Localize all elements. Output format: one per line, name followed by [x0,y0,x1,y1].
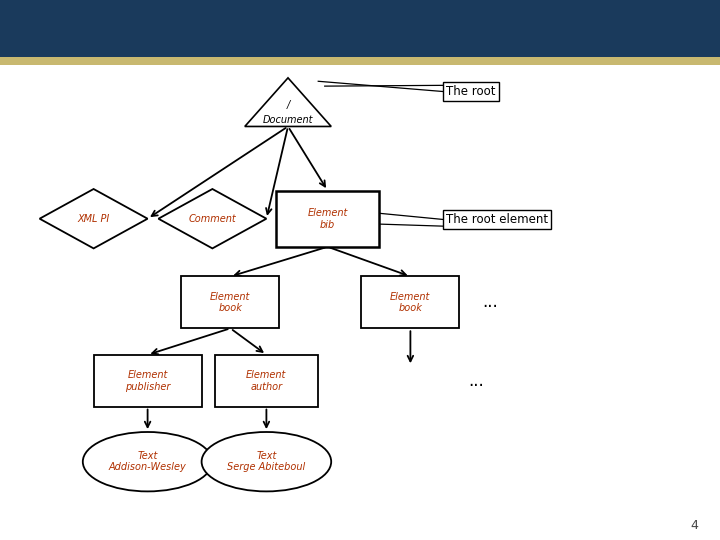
Text: XML PI: XML PI [78,214,109,224]
Text: Document: Document [263,115,313,125]
Text: Data Model for XPath: Data Model for XPath [13,18,282,38]
Bar [215,355,318,407]
Text: Element
publisher: Element publisher [125,370,171,392]
Bar [276,191,379,247]
Text: Text
Serge Abiteboul: Text Serge Abiteboul [228,451,305,472]
Text: Element
bib: Element bib [307,208,348,230]
Text: ...: ... [482,293,498,312]
Text: ...: ... [468,372,484,390]
Text: Element
book: Element book [390,292,431,313]
Text: Comment: Comment [189,214,236,224]
Ellipse shape [83,432,212,491]
Text: The root element: The root element [446,213,549,226]
Text: Element
book: Element book [210,292,251,313]
Text: The root: The root [446,85,496,98]
Bar [94,355,202,407]
Ellipse shape [202,432,331,491]
Text: /: / [287,100,289,110]
Text: Element
author: Element author [246,370,287,392]
Bar [361,276,459,328]
Bar [181,276,279,328]
Text: 4: 4 [690,519,698,532]
Text: Text
Addison-Wesley: Text Addison-Wesley [109,451,186,472]
